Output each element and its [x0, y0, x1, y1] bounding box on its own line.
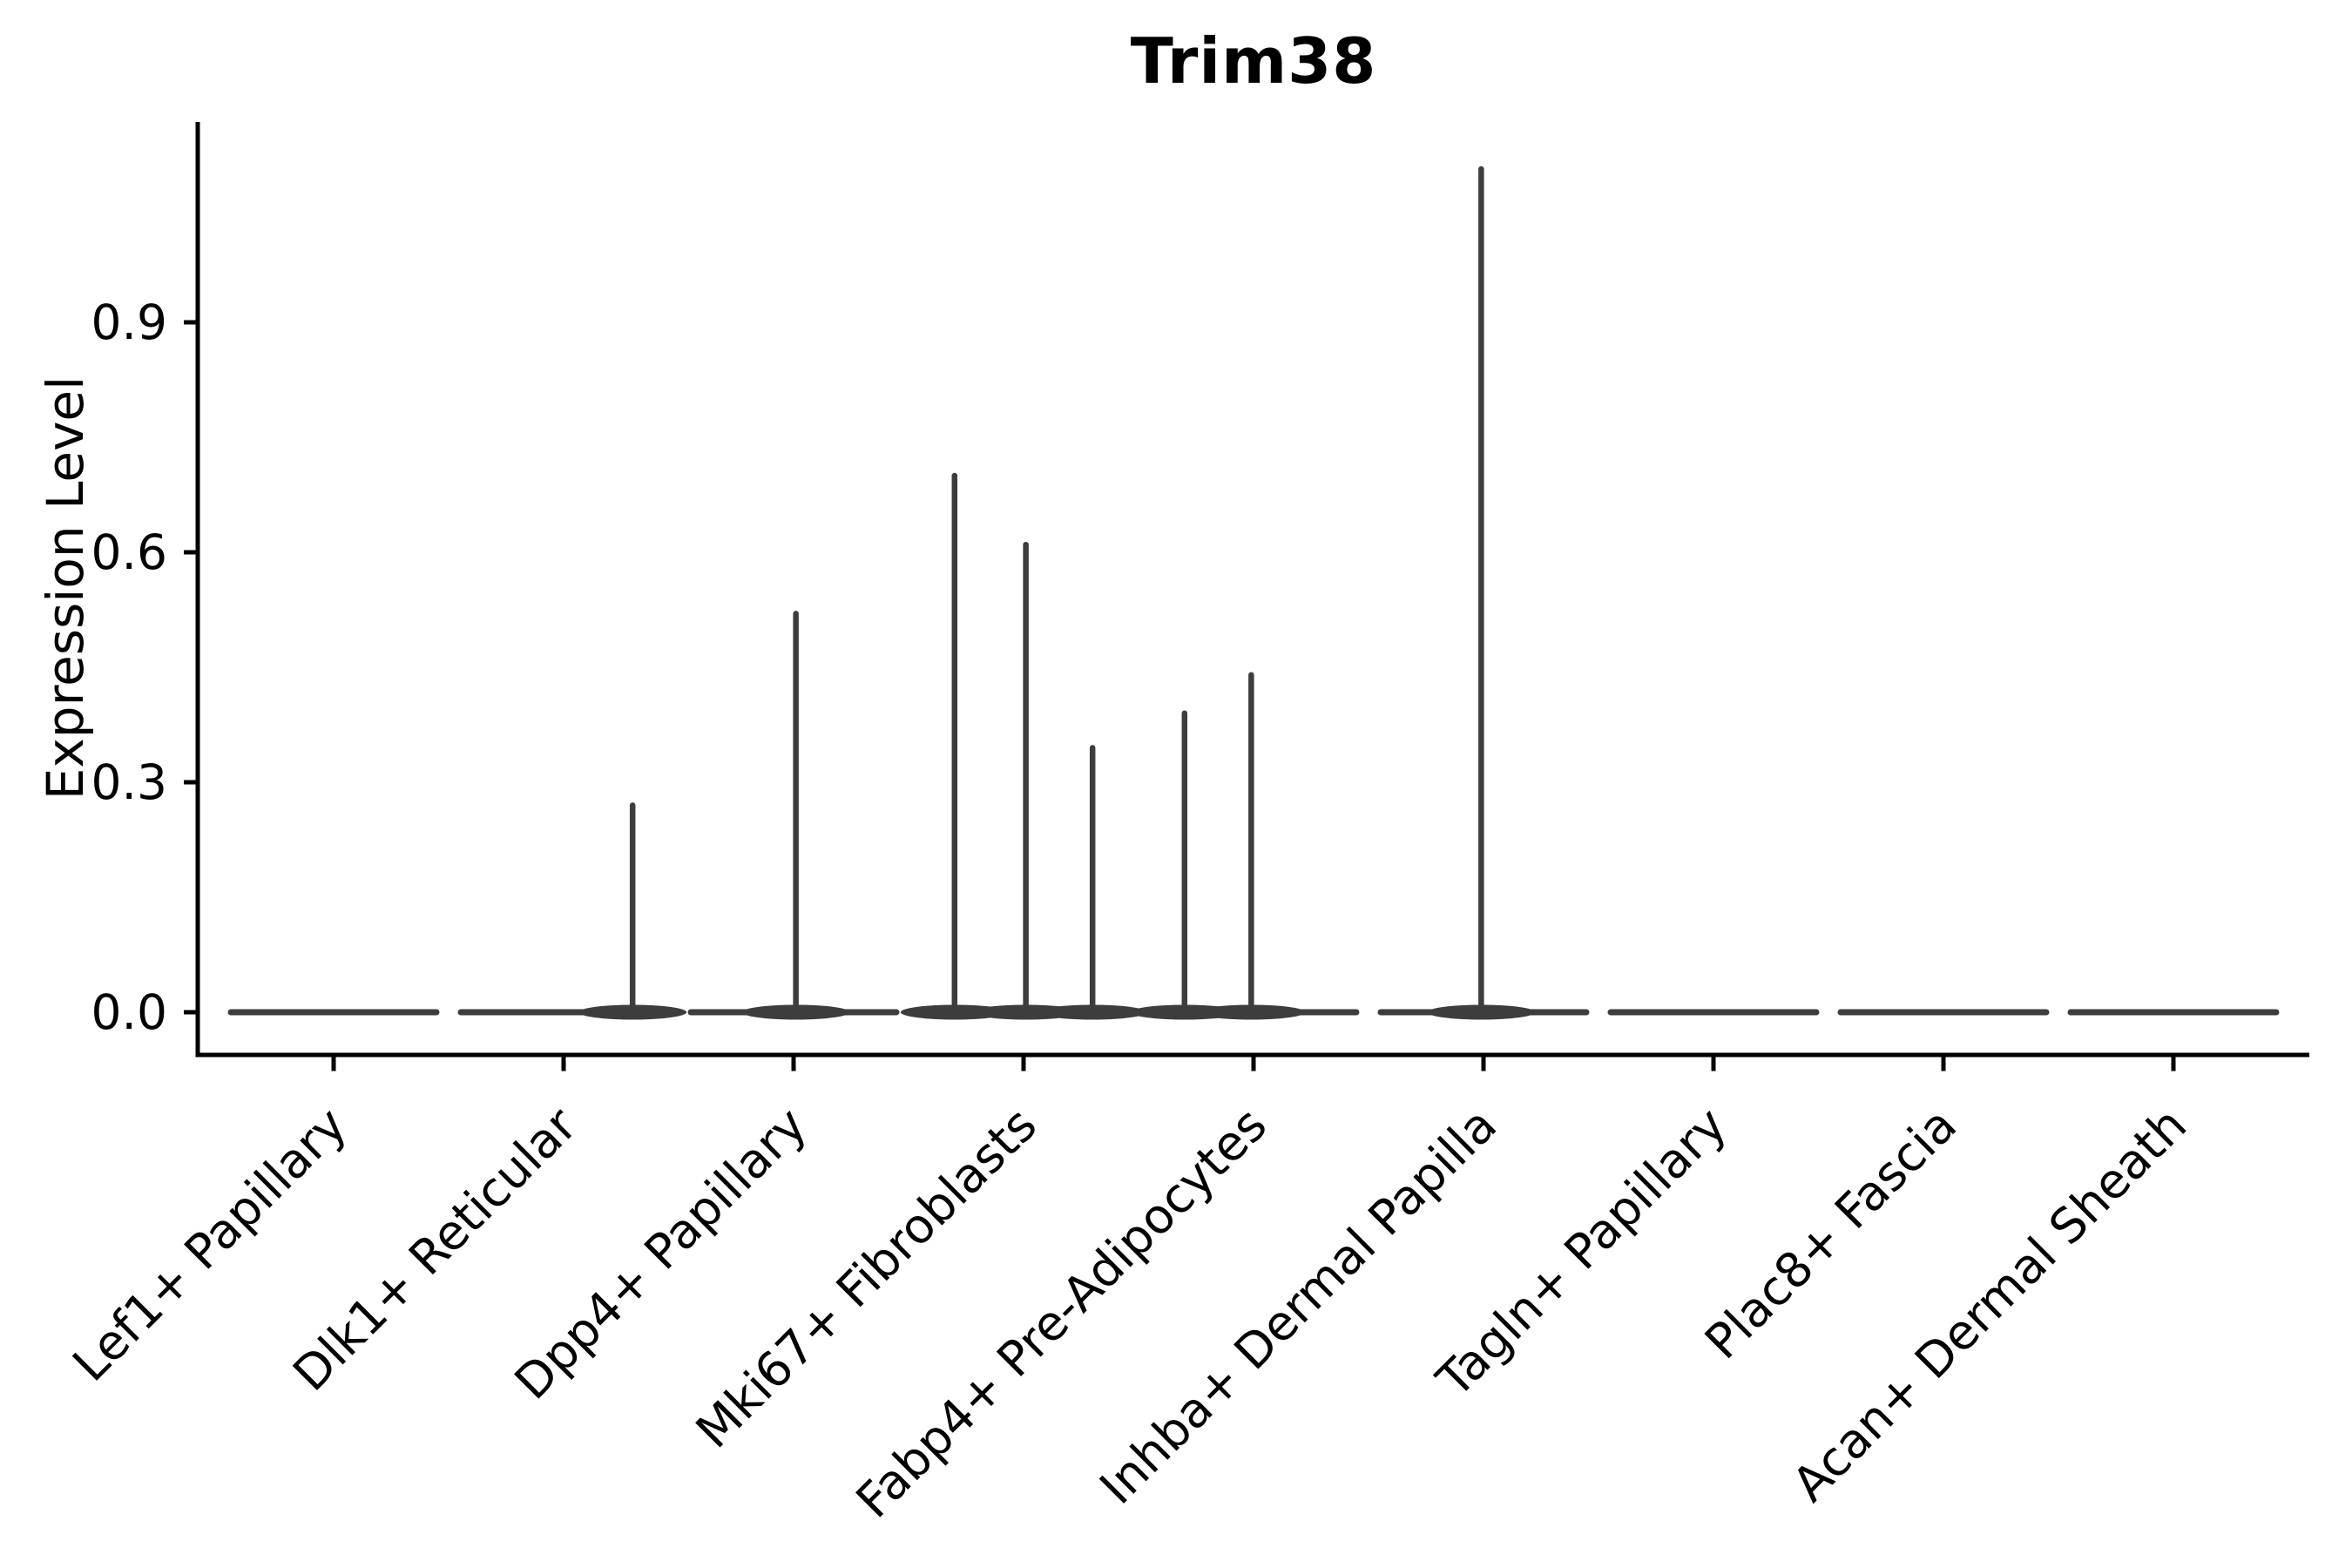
y-tick-label: 0.6: [91, 524, 167, 580]
y-tick-label: 0.3: [91, 754, 167, 810]
x-category-label: Inhba+ Dermal Papilla: [1089, 1097, 1507, 1515]
y-tick-label: 0.9: [91, 294, 167, 350]
x-category-label: Acan+ Dermal Sheath: [1781, 1097, 2197, 1512]
chart-title: Trim38: [1130, 24, 1377, 98]
y-tick-label: 0.0: [91, 984, 167, 1040]
x-category-label: Fabp4+ Pre-Adipocytes: [845, 1097, 1277, 1529]
